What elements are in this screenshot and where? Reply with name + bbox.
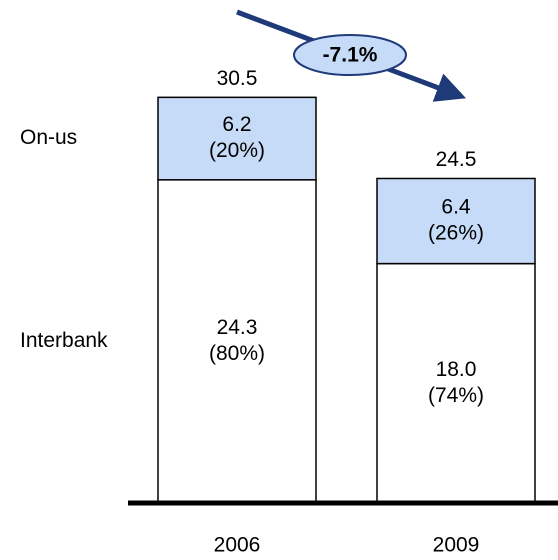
bar-segment (157, 96, 317, 181)
series-label: On-us (20, 126, 77, 149)
segment-label: 6.2 (222, 113, 251, 136)
annotation: -7.1% (323, 44, 378, 67)
segment-label: (80%) (209, 342, 265, 365)
segment-label: (26%) (428, 222, 484, 245)
segment-label: (74%) (428, 384, 484, 407)
segment-label: 18.0 (436, 358, 477, 381)
x-tick-label: 2009 (433, 534, 480, 557)
annotation-bubble (293, 34, 407, 76)
total-label: 24.5 (436, 148, 477, 171)
series-label: Interbank (20, 329, 108, 352)
segment-label: (20%) (209, 139, 265, 162)
segment-label: 24.3 (217, 316, 258, 339)
segment-label: 6.4 (441, 196, 471, 219)
x-tick-label: 2006 (214, 534, 261, 557)
bar-segment (157, 179, 317, 504)
bar-segment (376, 177, 536, 265)
bar-segment (376, 262, 536, 504)
total-label: 30.5 (217, 67, 258, 90)
